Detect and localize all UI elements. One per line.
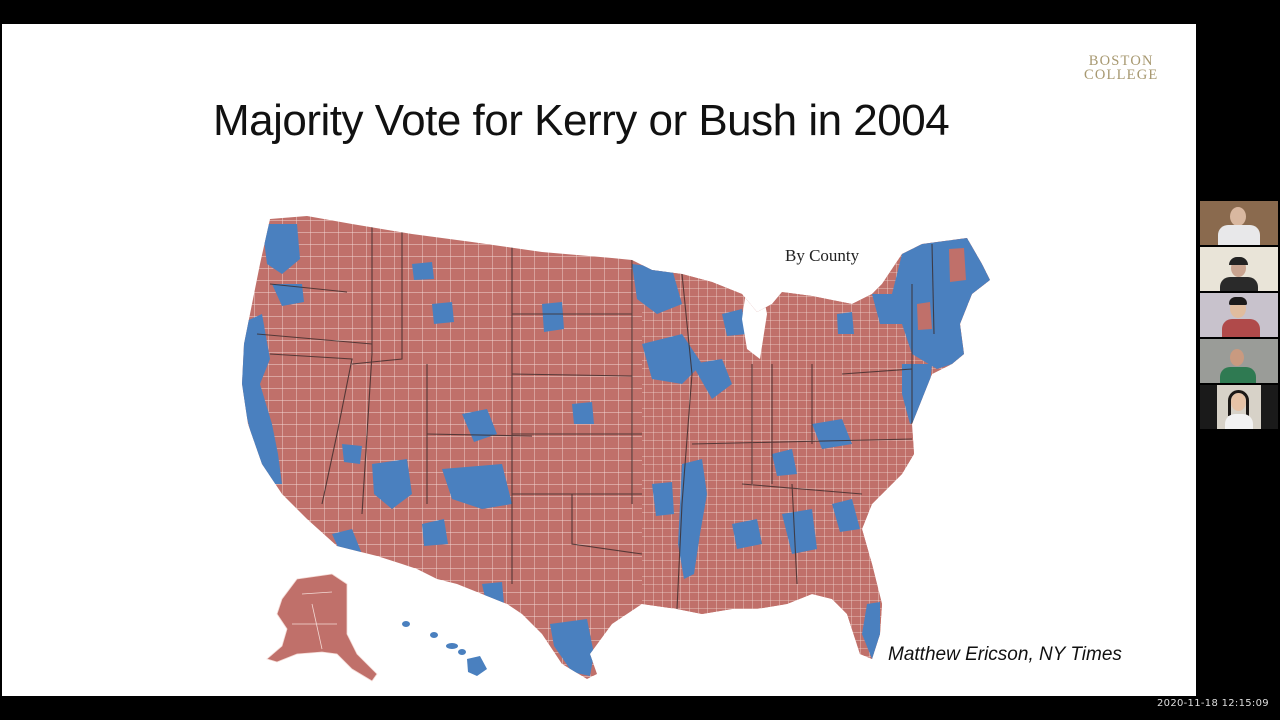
alaska (266, 573, 378, 682)
headset (1229, 257, 1248, 265)
hawaii (402, 621, 487, 676)
boston-college-logo: BOSTON COLLEGE (1084, 53, 1159, 83)
participant-tile-5[interactable] (1200, 385, 1278, 429)
video-participant-gallery (1200, 201, 1278, 431)
participant-face (1230, 207, 1246, 226)
participant-tile-3[interactable] (1200, 293, 1278, 337)
participant-tile-2[interactable] (1200, 247, 1278, 291)
participant-body (1220, 367, 1256, 383)
participant-body (1222, 319, 1260, 337)
participant-tile-4[interactable] (1200, 339, 1278, 383)
participant-hair (1228, 390, 1249, 416)
map-label: By County (785, 246, 860, 265)
logo-line-1: BOSTON (1088, 53, 1154, 69)
participant-hair (1229, 297, 1247, 305)
logo-line-2: COLLEGE (1084, 67, 1159, 83)
participant-body (1225, 414, 1253, 429)
source-credit: Matthew Ericson, NY Times (888, 644, 1122, 665)
participant-tile-1[interactable] (1200, 201, 1278, 245)
presentation-slide: BOSTON COLLEGE Majority Vote for Kerry o… (2, 24, 1196, 696)
slide-title: Majority Vote for Kerry or Bush in 2004 (213, 96, 950, 145)
participant-body (1218, 225, 1260, 245)
us-county-election-map (242, 216, 990, 682)
participant-body (1220, 277, 1258, 291)
recording-timestamp: 2020-11-18 12:15:09 (1157, 698, 1269, 709)
participant-face (1230, 349, 1244, 366)
